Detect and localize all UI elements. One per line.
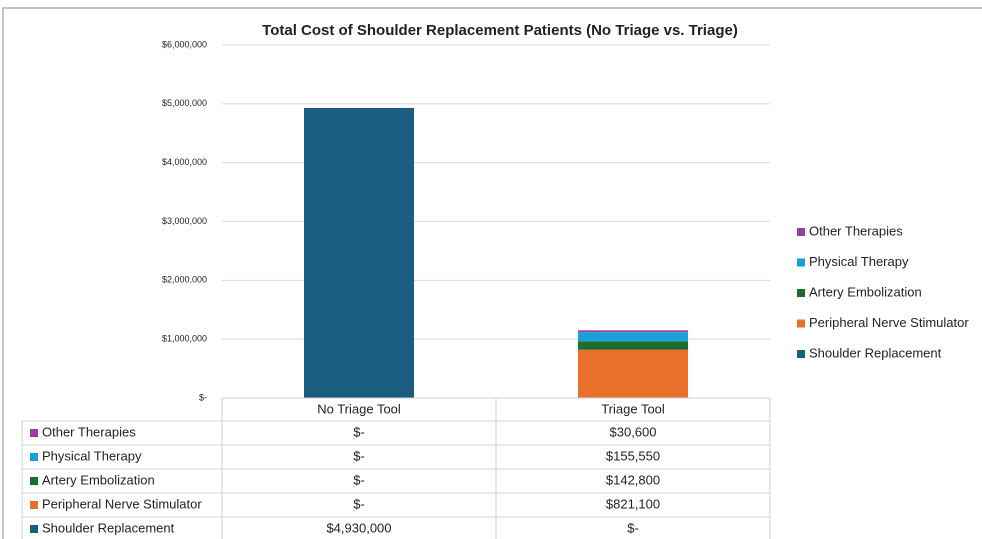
legend-key [797,289,805,297]
table-value: $142,800 [606,472,660,487]
bar-segment [578,349,688,398]
table-row-label: Peripheral Nerve Stimulator [42,496,202,511]
y-tick-label: $- [199,392,207,402]
bar-segment [304,107,414,399]
legend-key [797,258,805,267]
table-key [30,453,38,461]
y-tick-label: $3,000,000 [162,216,207,226]
y-tick-label: $6,000,000 [162,39,207,49]
table-value: $155,550 [606,448,660,463]
bar-segment [578,330,688,333]
table-key [30,501,38,509]
table-row-label: Physical Therapy [42,448,142,463]
table-key [30,429,38,437]
legend-label: Artery Embolization [809,284,922,299]
bar-segment [578,332,688,342]
table-row-label: Shoulder Replacement [42,520,175,535]
legend-key [797,319,805,328]
x-tick-label: Triage Tool [601,401,665,416]
table-value: $- [353,424,365,439]
table-value: $821,100 [606,496,660,511]
y-tick-label: $4,000,000 [162,157,207,167]
table-row-label: Other Therapies [42,424,136,439]
table-value: $30,600 [610,424,657,439]
table-value: $- [353,472,365,487]
x-tick-label: No Triage Tool [317,401,401,416]
table-value: $- [627,520,639,535]
table-key [30,525,38,533]
legend-label: Peripheral Nerve Stimulator [809,315,969,330]
table-value: $- [353,448,365,463]
table-key [30,477,38,485]
bar-segment [578,341,688,350]
chart-border [2,7,982,539]
y-tick-label: $5,000,000 [162,98,207,108]
legend-key [797,228,805,236]
legend-label: Shoulder Replacement [809,345,942,360]
legend-label: Physical Therapy [809,254,909,269]
table-row-label: Artery Embolization [42,472,155,487]
legend-key [797,350,805,358]
legend-label: Other Therapies [809,223,903,238]
chart-title: Total Cost of Shoulder Replacement Patie… [262,22,738,39]
y-tick-label: $1,000,000 [162,334,207,344]
y-tick-label: $2,000,000 [162,275,207,285]
table-value: $4,930,000 [326,520,391,535]
table-value: $- [353,496,365,511]
